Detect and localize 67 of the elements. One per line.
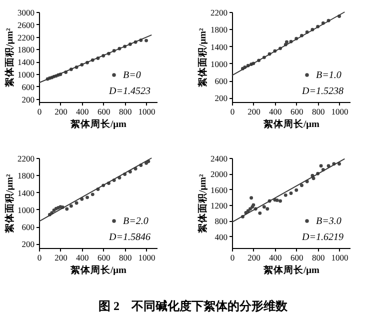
x-tick-label: 600 — [290, 106, 304, 116]
x-tick-label: 200 — [248, 106, 260, 116]
y-tick-label: 1200 — [210, 200, 228, 210]
y-tick-label: 1800 — [210, 24, 228, 35]
x-axis-title: 絮体周长/μm — [70, 264, 127, 276]
x-tick-label: 1000 — [138, 252, 156, 262]
x-tick-label: 0 — [37, 252, 42, 262]
y-axis-title: 絮体面积/μm² — [196, 174, 208, 234]
x-tick-label: 200 — [54, 252, 68, 262]
x-tick-label: 800 — [312, 252, 325, 262]
x-axis-title: 絮体周长/μm — [262, 264, 320, 276]
annotation: D=1.5238 — [301, 86, 344, 97]
x-tick-label: 1000 — [138, 106, 156, 116]
legend-label: B=0 — [123, 70, 141, 81]
y-tick-label: 200 — [22, 239, 34, 250]
x-tick-label: 0 — [230, 252, 235, 262]
x-tick-label: 200 — [54, 106, 68, 116]
y-tick-label: 1800 — [18, 44, 34, 55]
x-tick-label: 400 — [269, 106, 282, 116]
x-tick-label: 600 — [97, 106, 110, 116]
y-tick-label: 200 — [22, 94, 34, 104]
y-tick-label: 400 — [214, 232, 228, 242]
x-tick-label: 600 — [290, 252, 304, 262]
y-tick-label: 1000 — [18, 204, 34, 215]
y-axis-title: 絮体面积/μm² — [4, 174, 16, 234]
x-axis-title: 絮体周长/μm — [70, 118, 127, 130]
x-tick-label: 200 — [248, 252, 260, 262]
y-tick-label: 1000 — [18, 70, 34, 80]
y-axis-title: 絮体面积/μm² — [4, 28, 16, 88]
x-tick-label: 0 — [37, 106, 42, 116]
x-tick-label: 0 — [230, 106, 235, 116]
y-tick-label: 1600 — [210, 184, 228, 195]
y-tick-label: 1800 — [18, 170, 34, 181]
y-tick-label: 2000 — [210, 169, 228, 180]
x-tick-label: 800 — [118, 252, 132, 262]
annotation: D=1.6219 — [301, 232, 344, 243]
x-tick-label: 800 — [312, 106, 325, 116]
x-tick-label: 400 — [269, 252, 282, 262]
y-tick-label: 1400 — [18, 57, 34, 68]
y-tick-label: 200 — [214, 93, 228, 104]
y-tick-label: 2200 — [18, 154, 34, 164]
legend-label: B=2.0 — [123, 216, 148, 227]
y-tick-label: 1000 — [210, 58, 228, 69]
x-tick-label: 1000 — [331, 106, 348, 116]
y-tick-label: 2600 — [18, 20, 34, 30]
y-tick-label: 3000 — [18, 8, 34, 18]
x-axis-title: 絮体周长/μm — [262, 118, 320, 130]
y-tick-label: 2400 — [210, 154, 228, 164]
annotation: D=1.4523 — [108, 86, 150, 97]
legend-label: B=3.0 — [316, 216, 342, 227]
y-tick-label: 1400 — [210, 42, 228, 52]
x-tick-label: 800 — [118, 106, 132, 116]
y-tick-label: 1400 — [18, 188, 34, 198]
x-tick-label: 600 — [97, 252, 110, 262]
legend-label: B=1.0 — [316, 70, 342, 81]
y-tick-label: 800 — [214, 216, 228, 226]
annotation: D=1.5846 — [108, 232, 150, 243]
y-tick-label: 600 — [214, 76, 228, 86]
y-axis-title: 絮体面积/μm² — [196, 28, 208, 88]
x-tick-label: 1000 — [331, 252, 348, 262]
y-tick-label: 2200 — [18, 32, 34, 42]
caption: 图 2 不同碱化度下絮体的分形维数 — [98, 298, 288, 315]
y-tick-label: 2200 — [210, 8, 228, 18]
x-tick-label: 400 — [76, 106, 89, 116]
y-tick-label: 600 — [22, 222, 34, 232]
y-tick-label: 600 — [22, 82, 34, 92]
x-tick-label: 400 — [76, 252, 89, 262]
